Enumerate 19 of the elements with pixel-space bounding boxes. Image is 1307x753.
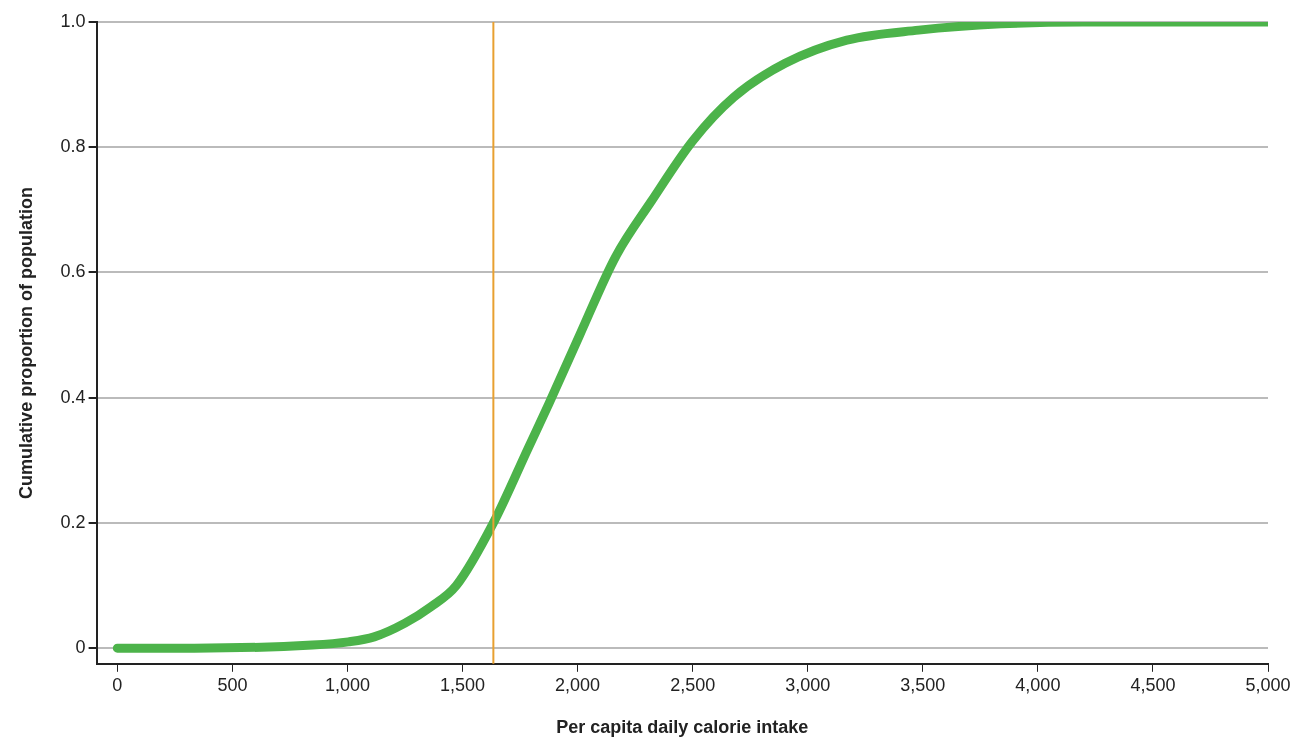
x-tick-label: 0 (112, 674, 123, 695)
x-tick-label: 2,000 (555, 674, 601, 695)
x-tick-label: 2,500 (670, 674, 716, 695)
y-axis-title: Cumulative proportion of population (15, 186, 36, 499)
x-tick-label: 1,000 (324, 674, 370, 695)
x-tick-label: 5,000 (1245, 674, 1291, 695)
y-tick-label: 0.8 (60, 136, 86, 157)
y-tick-label: 1.0 (60, 10, 86, 31)
x-axis-title: Per capita daily calorie intake (556, 717, 809, 738)
y-tick-label: 0.4 (60, 386, 86, 407)
y-tick-label: 0 (75, 637, 86, 658)
x-tick-label: 3,000 (785, 674, 831, 695)
x-tick-label: 500 (217, 674, 248, 695)
x-tick-label: 3,500 (900, 674, 946, 695)
y-tick-label: 0.2 (60, 511, 86, 532)
x-tick-label: 1,500 (440, 674, 486, 695)
x-tick-label: 4,500 (1130, 674, 1176, 695)
x-tick-label: 4,000 (1015, 674, 1061, 695)
y-tick-label: 0.6 (60, 261, 86, 282)
